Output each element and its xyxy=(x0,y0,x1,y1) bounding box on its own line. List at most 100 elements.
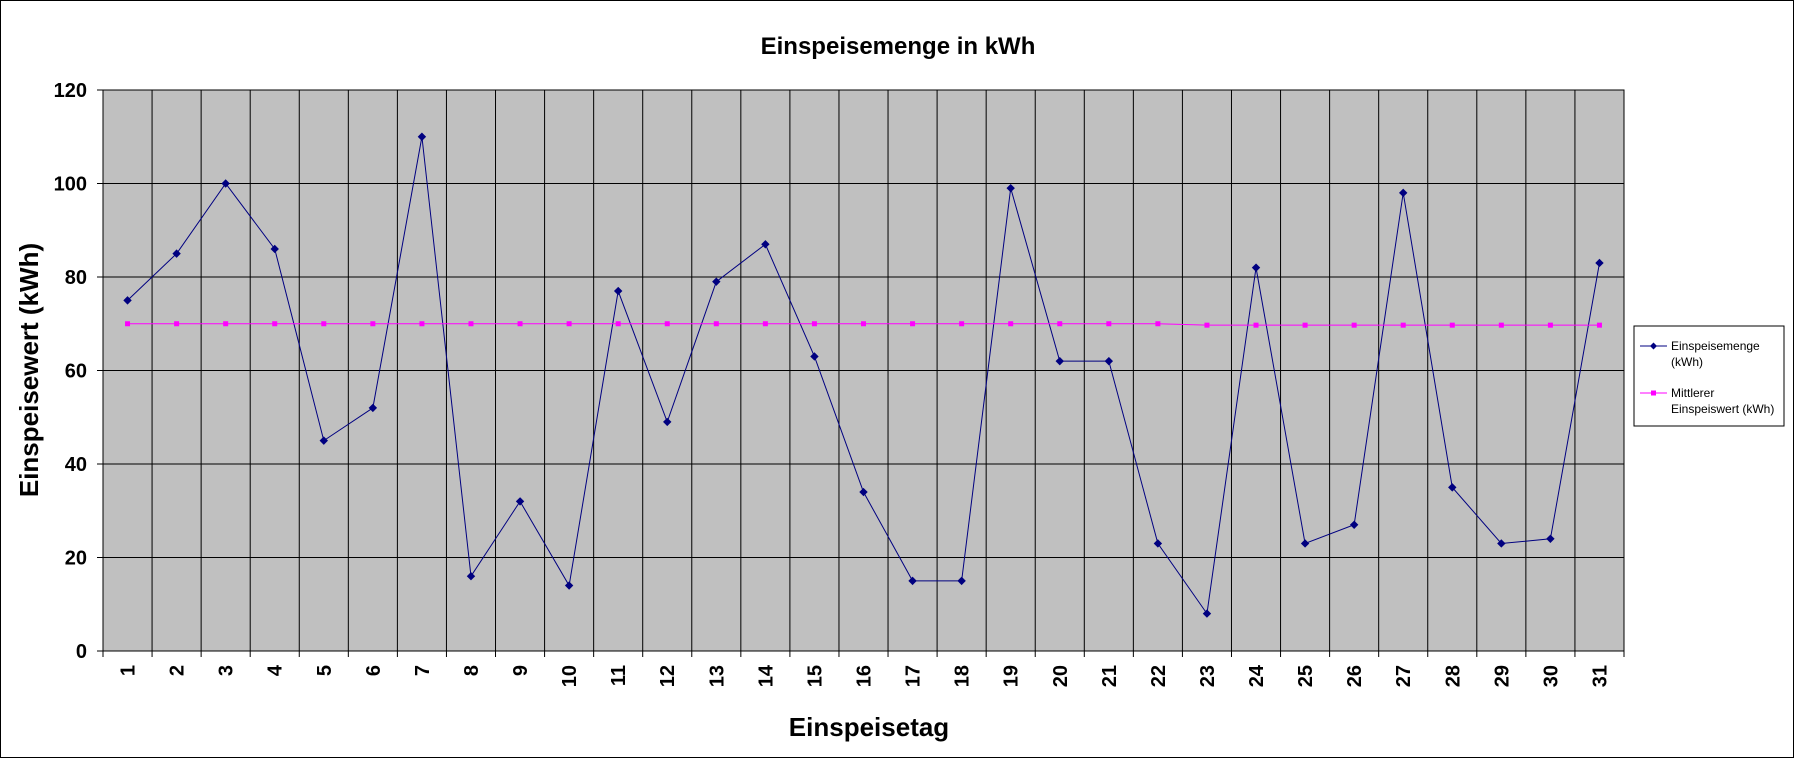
data-point xyxy=(125,321,131,327)
data-point xyxy=(1104,356,1114,366)
data-point xyxy=(368,403,378,413)
data-point xyxy=(466,571,476,581)
data-point xyxy=(811,321,817,327)
data-point xyxy=(417,132,427,141)
x-tick-label: 9 xyxy=(510,665,532,676)
data-point xyxy=(172,249,181,258)
legend-label: Einspeiswert (kWh) xyxy=(1671,402,1774,416)
x-tick-label: 14 xyxy=(755,664,777,687)
x-tick-label: 23 xyxy=(1197,665,1219,687)
data-point xyxy=(566,321,572,327)
legend-marker xyxy=(1651,390,1656,396)
data-point xyxy=(762,321,768,327)
x-tick-label: 12 xyxy=(657,665,679,687)
data-point xyxy=(174,321,180,327)
y-tick-label: 60 xyxy=(65,361,87,383)
x-tick-label: 2 xyxy=(167,665,189,676)
x-tick-label: 27 xyxy=(1393,665,1415,687)
x-tick-label: 1 xyxy=(118,665,140,676)
data-point xyxy=(1106,321,1112,327)
data-point xyxy=(1008,321,1014,327)
x-tick-label: 28 xyxy=(1442,665,1464,687)
y-tick-label: 120 xyxy=(54,80,87,102)
x-axis-title: Einspeisetag xyxy=(789,712,949,742)
y-tick-label: 100 xyxy=(54,174,87,196)
data-point xyxy=(713,321,719,327)
data-point xyxy=(861,321,866,327)
x-tick-label: 16 xyxy=(854,665,876,687)
legend-label: Mittlerer xyxy=(1671,386,1714,400)
x-tick-label: 26 xyxy=(1344,665,1366,687)
data-point xyxy=(1546,534,1555,544)
x-tick-label: 5 xyxy=(314,665,336,676)
data-point xyxy=(1155,321,1161,327)
x-tick-label: 19 xyxy=(1001,665,1023,687)
data-point xyxy=(615,321,621,327)
data-point xyxy=(1057,321,1063,327)
legend-item: Mittlerer Einspeiswert (kWh) xyxy=(1640,386,1774,416)
x-tick-label: 3 xyxy=(216,665,238,676)
data-point xyxy=(517,321,523,327)
x-tick-label: 24 xyxy=(1246,664,1268,687)
data-point xyxy=(1498,322,1504,328)
chart-title: Einspeisemenge in kWh xyxy=(761,33,1036,60)
x-tick-label: 11 xyxy=(608,665,630,686)
data-point xyxy=(319,436,328,445)
data-point xyxy=(1302,322,1308,328)
data-point xyxy=(564,581,574,590)
x-tick-label: 17 xyxy=(903,665,925,687)
x-tick-label: 10 xyxy=(559,665,581,687)
series-1 xyxy=(123,132,1604,618)
series-layer xyxy=(123,132,1604,618)
data-point xyxy=(515,497,525,506)
x-tick-label: 21 xyxy=(1099,665,1121,687)
data-point xyxy=(223,321,229,327)
data-point xyxy=(1204,322,1210,328)
data-point xyxy=(272,321,278,327)
x-tick-label: 22 xyxy=(1148,665,1170,687)
x-tick-label: 20 xyxy=(1050,665,1072,687)
data-point xyxy=(664,321,670,327)
data-point xyxy=(957,576,966,586)
data-point xyxy=(1399,188,1408,198)
legend-label: Einspeisemenge xyxy=(1671,339,1760,353)
data-point xyxy=(1055,356,1064,366)
data-point xyxy=(468,321,474,327)
x-tick-label: 7 xyxy=(412,665,434,676)
data-point xyxy=(270,244,279,254)
x-tick-label: 15 xyxy=(804,665,826,687)
data-point xyxy=(910,321,916,327)
x-tick-label: 13 xyxy=(706,665,728,687)
x-tick-label: 6 xyxy=(363,665,385,676)
x-tick-label: 8 xyxy=(461,665,483,676)
data-point xyxy=(1449,322,1455,328)
y-tick-label: 40 xyxy=(65,454,87,476)
y-tick-label: 0 xyxy=(76,641,87,663)
y-tick-label: 20 xyxy=(65,548,87,570)
data-point xyxy=(1300,539,1310,548)
data-point xyxy=(1595,258,1604,268)
data-point xyxy=(1351,322,1357,328)
data-point xyxy=(1497,539,1506,548)
data-point xyxy=(1349,520,1359,529)
legend: Einspeisemenge (kWh) Mittlerer Einspeiswert… xyxy=(1633,325,1785,427)
x-tick-label: 18 xyxy=(952,665,974,687)
data-point xyxy=(370,321,376,327)
x-tick-label: 4 xyxy=(265,664,287,676)
data-point xyxy=(1253,322,1259,328)
data-point xyxy=(1400,322,1406,328)
legend-label: (kWh) xyxy=(1671,355,1703,369)
x-tick-label: 29 xyxy=(1491,665,1513,687)
data-point xyxy=(1547,322,1553,328)
data-point xyxy=(810,352,819,361)
data-point xyxy=(123,296,132,305)
data-point xyxy=(1153,539,1163,548)
legend-box xyxy=(1633,325,1785,427)
data-point xyxy=(1596,322,1602,328)
plot-area xyxy=(102,89,1625,652)
data-point xyxy=(221,179,230,188)
x-tick-label: 30 xyxy=(1540,665,1562,687)
